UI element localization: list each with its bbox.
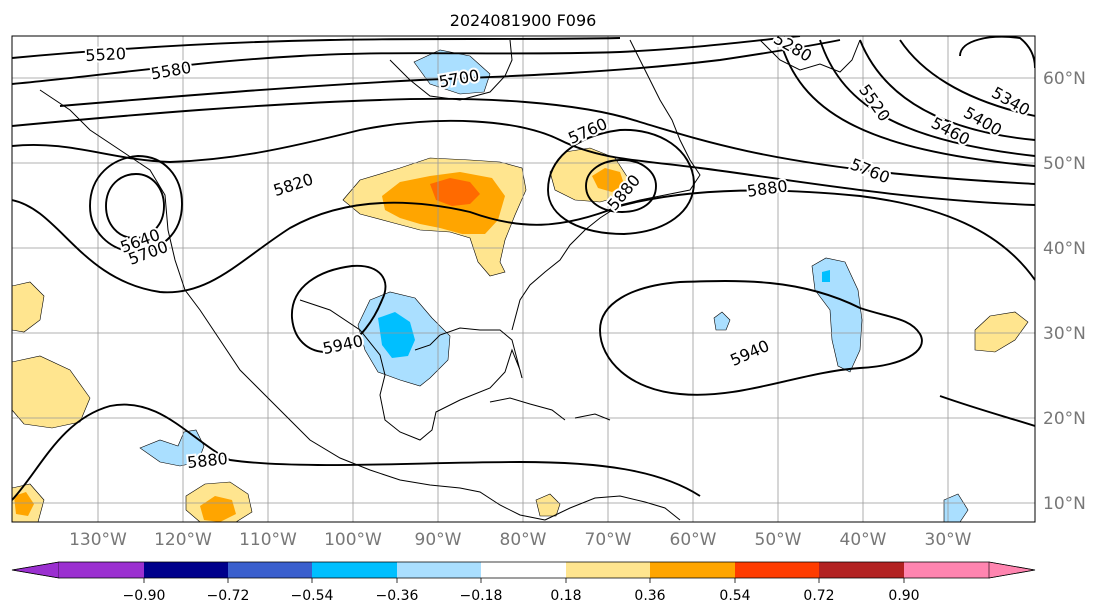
longitude-label: 130°W	[69, 530, 127, 550]
colorbar-outline	[11, 561, 1036, 579]
colorbar-tick-label: 0.54	[719, 588, 750, 604]
colorbar-bin	[819, 562, 904, 578]
positive-anomaly-pacific-northwest	[12, 281, 45, 333]
coastline-hudson-bay	[389, 39, 513, 101]
colorbar-tick-labels: −0.90 −0.72 −0.54 −0.36 −0.18 0.18 0.36 …	[123, 588, 920, 604]
colorbar-bin	[144, 562, 228, 578]
latitude-axis: 60°N 50°N 40°N 30°N 20°N 10°N	[1043, 69, 1086, 514]
contour-5580	[12, 36, 801, 85]
colorbar-bin	[650, 562, 735, 578]
positive-anomaly-great-lakes-peak	[430, 178, 480, 206]
positive-anomaly-pacific-south-core	[200, 496, 236, 522]
positive-anomaly-panama	[535, 493, 561, 517]
anomaly-shading	[12, 49, 1029, 522]
contour-5880-south	[12, 403, 701, 501]
coastline-cuba	[489, 397, 566, 421]
colorbar-extend-low	[11, 561, 60, 579]
negative-anomaly-pacific	[139, 429, 205, 467]
colorbar-bin	[566, 562, 650, 578]
colorbar-bin	[904, 562, 989, 578]
contour-5520	[12, 37, 621, 59]
contour-label: 5520	[85, 44, 127, 65]
positive-anomaly-east-atlantic	[974, 311, 1029, 353]
longitude-label: 80°W	[500, 530, 547, 550]
colorbar-ticks	[143, 578, 905, 583]
negative-anomaly-small-atlantic	[713, 311, 731, 331]
latitude-label: 60°N	[1043, 69, 1086, 89]
coastline-north-america	[39, 89, 546, 521]
longitude-label: 30°W	[925, 530, 972, 550]
latitude-label: 30°N	[1043, 324, 1086, 344]
latitude-label: 20°N	[1043, 409, 1086, 429]
negative-anomaly-atlantic-core	[822, 270, 830, 282]
contour-5820	[12, 119, 1035, 206]
longitude-axis: 130°W 120°W 110°W 100°W 90°W 80°W 70°W 6…	[69, 530, 972, 550]
graticule	[12, 36, 1035, 522]
colorbar-extend-high	[988, 561, 1036, 579]
map-frame	[11, 35, 1036, 523]
colorbar-tick-label: −0.18	[460, 588, 503, 604]
contour-east-5460	[859, 39, 1035, 141]
colorbar-bin	[228, 562, 312, 578]
coastline-greenland	[759, 39, 861, 73]
longitude-label: 60°W	[670, 530, 717, 550]
contour-5700	[59, 39, 841, 107]
colorbar-tick-label: 0.72	[803, 588, 834, 604]
colorbar: −0.90 −0.72 −0.54 −0.36 −0.18 0.18 0.36 …	[11, 561, 1036, 604]
latitude-label: 10°N	[1043, 494, 1086, 514]
colorbar-tick-label: −0.90	[123, 588, 166, 604]
longitude-label: 100°W	[324, 530, 382, 550]
contour-5880	[12, 189, 1035, 294]
negative-anomaly-hudson	[413, 49, 491, 95]
contour-east-5400	[899, 39, 1035, 117]
contour-low-pacific-1	[89, 155, 183, 253]
contour-low-quebec-2	[585, 159, 657, 213]
negative-anomaly-east-atlantic-south	[943, 493, 969, 522]
map-panel: 5520 5580 5700 5760 5820 5880 5640 5700 …	[12, 36, 1035, 522]
colorbar-tick-label: 0.36	[634, 588, 665, 604]
contour-5940-land	[291, 265, 387, 353]
contour-east-5580	[779, 39, 1035, 167]
colorbar-bin	[735, 562, 819, 578]
colorbar-tick-label: −0.54	[291, 588, 334, 604]
positive-anomaly-pacific-west	[12, 355, 91, 429]
figure-title: 2024081900 F096	[450, 11, 597, 30]
coastlines	[39, 39, 861, 521]
latitude-label: 50°N	[1043, 154, 1086, 174]
colorbar-bin	[397, 562, 481, 578]
contour-east-5520	[819, 39, 1035, 157]
height-contours	[12, 36, 1035, 501]
contour-low-quebec-1	[547, 129, 695, 235]
colorbar-tick-label: 0.90	[888, 588, 919, 604]
colorbar-tick-label: −0.72	[207, 588, 250, 604]
negative-anomaly-texas-core	[378, 312, 415, 358]
longitude-label: 70°W	[585, 530, 632, 550]
negative-anomaly-atlantic	[811, 257, 863, 373]
coastline-hispaniola	[574, 413, 611, 421]
longitude-label: 50°W	[755, 530, 802, 550]
colorbar-bin	[312, 562, 397, 578]
contour-east-5340	[959, 36, 1035, 69]
contour-low-pacific-2	[105, 173, 165, 239]
coastline-south-america	[544, 495, 681, 521]
longitude-label: 90°W	[415, 530, 462, 550]
longitude-label: 40°W	[840, 530, 887, 550]
longitude-label: 110°W	[239, 530, 297, 550]
latitude-label: 40°N	[1043, 239, 1086, 259]
colorbar-bin	[59, 562, 144, 578]
coastline-gulf	[299, 299, 523, 441]
colorbar-bin	[481, 562, 566, 578]
contour-5760	[12, 97, 1035, 185]
contour-5940-atlantic	[599, 280, 923, 396]
colorbar-tick-label: −0.36	[376, 588, 419, 604]
longitude-label: 120°W	[154, 530, 212, 550]
positive-anomaly-pacific-southwest-core	[14, 492, 34, 516]
contour-5940-east	[939, 395, 1035, 427]
colorbar-tick-label: 0.18	[550, 588, 581, 604]
